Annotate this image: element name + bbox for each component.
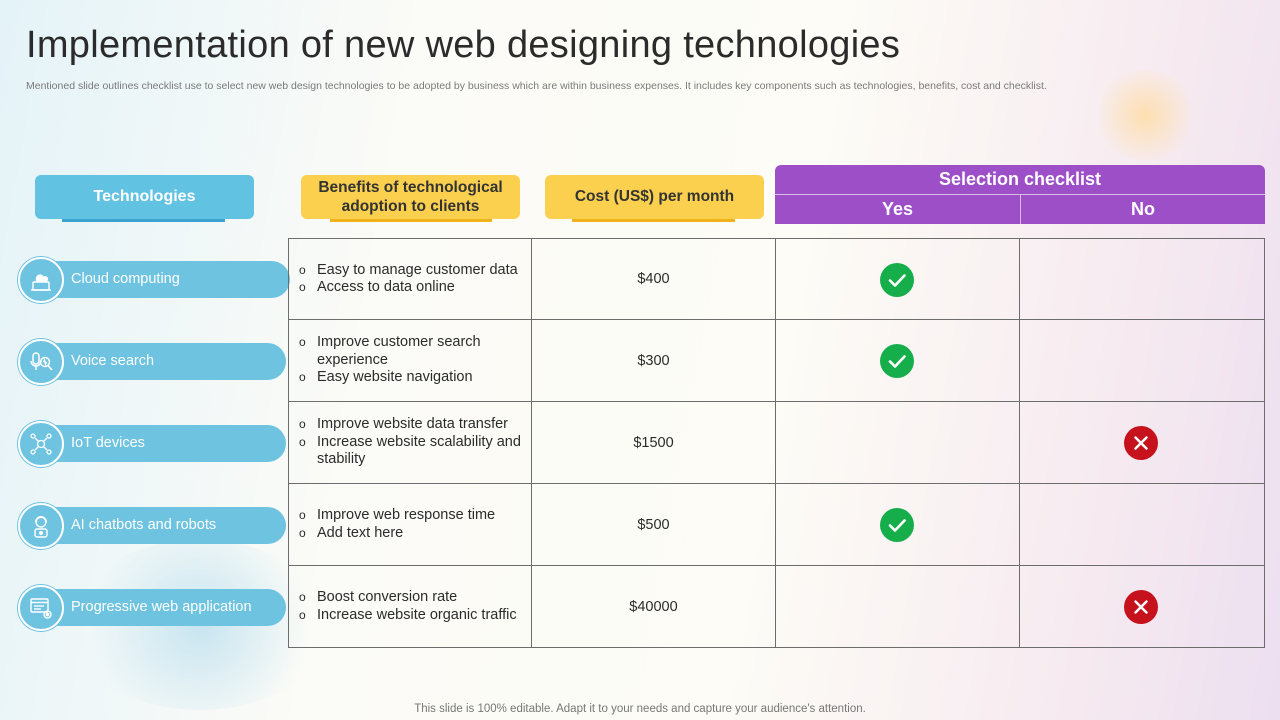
technology-pill (40, 507, 286, 544)
no-cell (1020, 402, 1265, 484)
technology-pill (40, 425, 286, 462)
no-cell (1020, 484, 1265, 566)
voice-search-icon (18, 339, 64, 385)
benefit-item: Add text here (299, 525, 527, 543)
slide-subtitle: Mentioned slide outlines checklist use t… (26, 80, 1047, 92)
technology-item: IoT devices (18, 421, 286, 467)
benefits-header: Benefits of technological adoption to cl… (301, 175, 520, 219)
benefit-list: Improve web response timeAdd text here (299, 484, 527, 565)
web-app-settings-icon (18, 585, 64, 631)
technology-pill (40, 589, 286, 626)
yes-cell (776, 484, 1020, 566)
technology-label: Cloud computing (71, 271, 180, 287)
technologies-header: Technologies (35, 175, 254, 219)
technology-label: Voice search (71, 353, 155, 369)
technology-pill (40, 343, 286, 380)
benefits-cell: Improve customer search experienceEasy w… (288, 320, 532, 402)
benefit-list: Improve website data transferIncrease we… (299, 402, 527, 483)
benefit-item: Increase website organic traffic (299, 607, 527, 625)
divider (775, 194, 1265, 195)
yes-cell (776, 402, 1020, 484)
benefits-cell: Boost conversion rateIncrease website or… (288, 566, 532, 648)
header-underline (572, 219, 735, 222)
chatbot-icon (18, 503, 64, 549)
technology-item: Voice search (18, 339, 286, 385)
no-cell (1020, 320, 1265, 402)
cost-value: $500 (637, 516, 670, 533)
cost-cell: $40000 (532, 566, 776, 648)
yes-cell (776, 566, 1020, 648)
benefit-item: Improve customer search experience (299, 334, 527, 369)
yes-cell (776, 238, 1020, 320)
cost-cell: $300 (532, 320, 776, 402)
check-icon (880, 344, 914, 378)
cost-cell: $1500 (532, 402, 776, 484)
technology-item: Cloud computing (18, 257, 290, 303)
decorative-glow (1090, 70, 1200, 160)
cost-header: Cost (US$) per month (545, 175, 764, 219)
slide-footer: This slide is 100% editable. Adapt it to… (414, 703, 866, 715)
cost-value: $40000 (629, 598, 678, 615)
cross-icon (1124, 590, 1158, 624)
no-cell (1020, 566, 1265, 648)
cross-icon (1124, 426, 1158, 460)
benefit-item: Improve web response time (299, 507, 527, 525)
no-cell (1020, 238, 1265, 320)
checklist-table: Easy to manage customer dataAccess to da… (288, 238, 1265, 650)
iot-network-icon (18, 421, 64, 467)
benefits-cell: Improve website data transferIncrease we… (288, 402, 532, 484)
check-icon (880, 263, 914, 297)
benefit-list: Easy to manage customer dataAccess to da… (299, 239, 527, 319)
benefit-item: Boost conversion rate (299, 589, 527, 607)
yes-cell (776, 320, 1020, 402)
technology-label: IoT devices (71, 435, 145, 451)
yes-column-header: Yes (881, 199, 914, 219)
technology-item: Progressive web application (18, 585, 286, 631)
benefit-item: Access to data online (299, 279, 527, 297)
benefits-cell: Improve web response timeAdd text here (288, 484, 532, 566)
slide-title: Implementation of new web designing tech… (26, 24, 901, 66)
cost-value: $400 (637, 271, 670, 287)
cost-cell: $500 (532, 484, 776, 566)
technology-label: Progressive web application (71, 599, 252, 615)
cost-value: $300 (637, 352, 670, 369)
technology-pill (40, 261, 290, 298)
technology-item: AI chatbots and robots (18, 503, 286, 549)
selection-checklist-title: Selection checklist (938, 169, 1102, 189)
benefit-item: Improve website data transfer (299, 416, 527, 434)
benefits-cell: Easy to manage customer dataAccess to da… (288, 238, 532, 320)
benefit-item: Increase website scalability and stabili… (299, 434, 527, 469)
header-underline (330, 219, 492, 222)
benefit-item: Easy to manage customer data (299, 262, 527, 280)
benefit-list: Boost conversion rateIncrease website or… (299, 566, 527, 647)
header-underline (62, 219, 225, 222)
check-icon (880, 508, 914, 542)
cloud-computer-icon (18, 257, 64, 303)
selection-checklist-header: Selection checklist Yes No (775, 165, 1265, 224)
divider (1020, 195, 1021, 224)
no-column-header: No (1131, 199, 1155, 219)
cost-cell: $400 (532, 238, 776, 320)
cost-value: $1500 (633, 434, 674, 451)
benefit-item: Easy website navigation (299, 369, 527, 387)
benefit-list: Improve customer search experienceEasy w… (299, 320, 527, 401)
technology-label: AI chatbots and robots (71, 517, 217, 533)
